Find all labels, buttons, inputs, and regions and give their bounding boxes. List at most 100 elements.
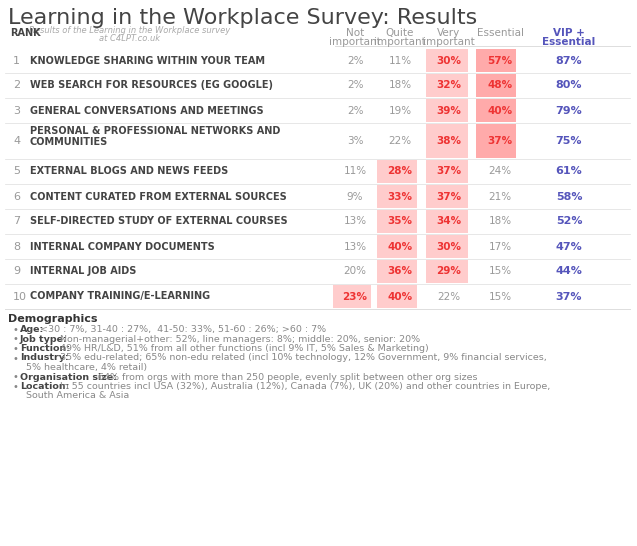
FancyBboxPatch shape — [377, 160, 417, 183]
Text: 79%: 79% — [555, 105, 582, 116]
Text: 9: 9 — [13, 266, 20, 276]
Text: 47%: 47% — [555, 241, 582, 252]
Text: 15%: 15% — [489, 266, 512, 276]
FancyBboxPatch shape — [426, 210, 468, 233]
FancyBboxPatch shape — [377, 185, 417, 208]
Text: •: • — [12, 353, 18, 364]
Text: 20%: 20% — [343, 266, 366, 276]
Text: at C4LPT.co.uk: at C4LPT.co.uk — [99, 34, 161, 43]
Text: EXTERNAL BLOGS AND NEWS FEEDS: EXTERNAL BLOGS AND NEWS FEEDS — [30, 167, 228, 176]
Text: INTERNAL JOB AIDS: INTERNAL JOB AIDS — [30, 266, 136, 276]
Text: SELF-DIRECTED STUDY OF EXTERNAL COURSES: SELF-DIRECTED STUDY OF EXTERNAL COURSES — [30, 217, 288, 227]
Text: 7: 7 — [13, 217, 20, 227]
FancyBboxPatch shape — [426, 124, 468, 158]
FancyBboxPatch shape — [377, 260, 417, 283]
Text: INTERNAL COMPANY DOCUMENTS: INTERNAL COMPANY DOCUMENTS — [30, 241, 215, 252]
Text: 39%: 39% — [436, 105, 461, 116]
FancyBboxPatch shape — [426, 260, 468, 283]
Text: •: • — [12, 325, 18, 335]
Text: 15%: 15% — [489, 292, 512, 301]
Text: 3%: 3% — [347, 136, 363, 146]
Text: 21%: 21% — [489, 192, 512, 201]
Text: 1: 1 — [13, 56, 20, 66]
Text: 38%: 38% — [436, 136, 461, 146]
Text: KNOWLEDGE SHARING WITHIN YOUR TEAM: KNOWLEDGE SHARING WITHIN YOUR TEAM — [30, 56, 265, 66]
Text: •: • — [12, 344, 18, 354]
Text: 2%: 2% — [347, 80, 363, 91]
Text: 57%: 57% — [487, 56, 513, 66]
Text: 48%: 48% — [487, 80, 513, 91]
Text: Age:: Age: — [20, 325, 44, 334]
Text: Results of the Learning in the Workplace survey: Results of the Learning in the Workplace… — [29, 26, 231, 35]
Text: 17%: 17% — [489, 241, 512, 252]
FancyBboxPatch shape — [426, 235, 468, 258]
Text: •: • — [12, 335, 18, 345]
Text: Very: Very — [438, 28, 461, 38]
Text: Quite: Quite — [386, 28, 414, 38]
Text: WEB SEARCH FOR RESOURCES (EG GOOGLE): WEB SEARCH FOR RESOURCES (EG GOOGLE) — [30, 80, 273, 91]
Text: 37%: 37% — [487, 136, 513, 146]
Text: 44%: 44% — [555, 266, 582, 276]
FancyBboxPatch shape — [476, 99, 516, 122]
Text: 4: 4 — [13, 136, 20, 146]
Text: Organisation size:: Organisation size: — [20, 372, 117, 382]
Text: Essential: Essential — [476, 28, 524, 38]
Text: <30 : 7%, 31-40 : 27%,  41-50: 33%, 51-60 : 26%; >60 : 7%: <30 : 7%, 31-40 : 27%, 41-50: 33%, 51-60… — [36, 325, 326, 334]
Text: 49% HR/L&D, 51% from all other functions (incl 9% IT, 5% Sales & Marketing): 49% HR/L&D, 51% from all other functions… — [57, 344, 429, 353]
Text: 28%: 28% — [387, 167, 413, 176]
Text: 18%: 18% — [389, 80, 412, 91]
FancyBboxPatch shape — [476, 49, 516, 72]
Text: 35%: 35% — [387, 217, 413, 227]
Text: 40%: 40% — [387, 241, 413, 252]
Text: 22%: 22% — [389, 136, 412, 146]
Text: Function:: Function: — [20, 344, 70, 353]
Text: 32%: 32% — [436, 80, 461, 91]
Text: Location:: Location: — [20, 382, 69, 391]
Text: 5: 5 — [13, 167, 20, 176]
Text: •: • — [12, 382, 18, 392]
Text: 40%: 40% — [387, 292, 413, 301]
Text: 36%: 36% — [387, 266, 413, 276]
Text: 6: 6 — [13, 192, 20, 201]
Text: 37%: 37% — [436, 192, 462, 201]
FancyBboxPatch shape — [426, 160, 468, 183]
Text: 19%: 19% — [389, 105, 412, 116]
Text: 37%: 37% — [555, 292, 582, 301]
Text: 2%: 2% — [347, 105, 363, 116]
Text: Non-managerial+other: 52%, line managers: 8%; middle: 20%, senior: 20%: Non-managerial+other: 52%, line managers… — [57, 335, 420, 343]
Text: COMMUNITIES: COMMUNITIES — [30, 137, 108, 147]
Text: 34%: 34% — [436, 217, 462, 227]
Text: 8: 8 — [13, 241, 20, 252]
Text: 35% edu-related; 65% non-edu related (incl 10% technology, 12% Government, 9% fi: 35% edu-related; 65% non-edu related (in… — [57, 353, 547, 363]
FancyBboxPatch shape — [426, 49, 468, 72]
Text: 64% from orgs with more than 250 people, evenly split between other org sizes: 64% from orgs with more than 250 people,… — [95, 372, 477, 382]
Text: important: important — [329, 37, 381, 47]
Text: 61%: 61% — [555, 167, 582, 176]
Text: Essential: Essential — [542, 37, 596, 47]
Text: 13%: 13% — [343, 241, 366, 252]
Text: 18%: 18% — [489, 217, 512, 227]
FancyBboxPatch shape — [377, 210, 417, 233]
Text: 52%: 52% — [555, 217, 582, 227]
Text: 87%: 87% — [555, 56, 582, 66]
Text: •: • — [12, 372, 18, 383]
Text: VIP +: VIP + — [553, 28, 585, 38]
Text: 11%: 11% — [343, 167, 366, 176]
Text: 80%: 80% — [555, 80, 582, 91]
Text: 13%: 13% — [343, 217, 366, 227]
Text: 33%: 33% — [387, 192, 413, 201]
Text: 2%: 2% — [347, 56, 363, 66]
Text: In 55 countries incl USA (32%), Australia (12%), Canada (7%), UK (20%) and other: In 55 countries incl USA (32%), Australi… — [57, 382, 550, 391]
Text: COMPANY TRAINING/E-LEARNING: COMPANY TRAINING/E-LEARNING — [30, 292, 210, 301]
Text: important: important — [423, 37, 475, 47]
FancyBboxPatch shape — [426, 74, 468, 97]
Text: 22%: 22% — [438, 292, 461, 301]
Text: Industry:: Industry: — [20, 353, 69, 363]
FancyBboxPatch shape — [377, 285, 417, 308]
Text: GENERAL CONVERSATIONS AND MEETINGS: GENERAL CONVERSATIONS AND MEETINGS — [30, 105, 264, 116]
Text: 40%: 40% — [487, 105, 513, 116]
FancyBboxPatch shape — [476, 74, 516, 97]
Text: Learning in the Workplace Survey: Results: Learning in the Workplace Survey: Result… — [8, 8, 477, 28]
Text: CONTENT CURATED FROM EXTERNAL SOURCES: CONTENT CURATED FROM EXTERNAL SOURCES — [30, 192, 287, 201]
Text: Job type:: Job type: — [20, 335, 68, 343]
